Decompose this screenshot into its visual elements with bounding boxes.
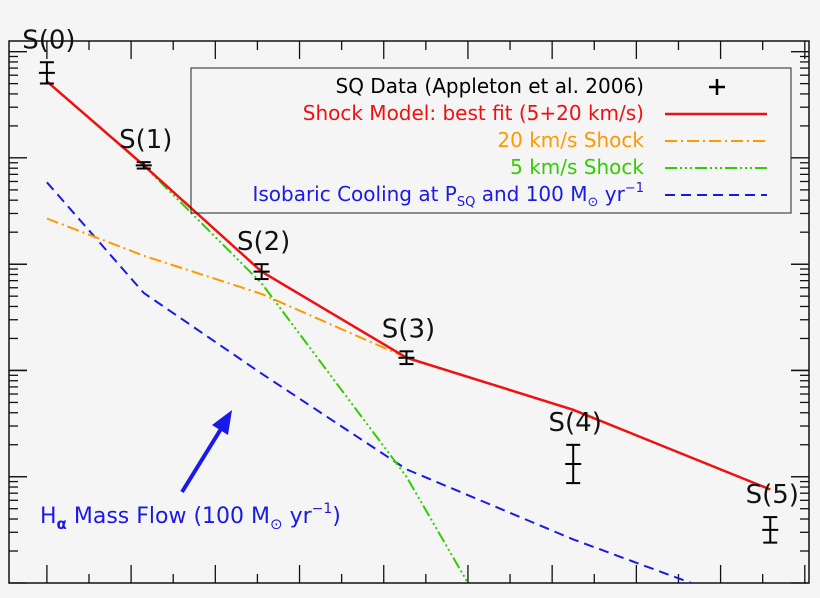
annotation-arrow-shaft xyxy=(180,422,226,494)
state-labels: S(0) S(1) S(2) S(3) S(4) S(5) xyxy=(22,25,799,510)
state-label: S(2) xyxy=(237,227,290,257)
state-label: S(1) xyxy=(119,125,172,155)
legend-marker-data xyxy=(709,79,725,95)
legend-label-best-fit: Shock Model: best fit (5+20 km/s) xyxy=(303,101,644,125)
plot-frame xyxy=(8,40,810,584)
legend-box xyxy=(190,67,792,214)
state-label: S(5) xyxy=(746,480,799,510)
data-point xyxy=(38,61,55,85)
legend-label-isobaric: Isobaric Cooling at PSQ and 100 M⊙ yr−1 xyxy=(252,181,644,210)
data-point xyxy=(762,516,779,544)
legend: SQ Data (Appleton et al. 2006) Shock Mod… xyxy=(190,67,792,214)
series-layer xyxy=(46,80,771,584)
series-line-shock20 xyxy=(46,217,771,491)
data-point xyxy=(253,263,270,281)
state-label: S(3) xyxy=(382,314,435,344)
axis-ticks xyxy=(9,41,809,584)
legend-label-data: SQ Data (Appleton et al. 2006) xyxy=(336,74,645,98)
data-point xyxy=(135,161,152,170)
legend-label-5kms: 5 km/s Shock xyxy=(510,155,644,179)
annotation-label: Hα Mass Flow (100 M⊙ yr−1) xyxy=(40,501,341,533)
series-line-isobaric xyxy=(46,181,692,584)
data-point xyxy=(398,350,415,366)
legend-label-20kms: 20 km/s Shock xyxy=(497,128,644,152)
data-point xyxy=(565,443,582,485)
mass-flow-annotation: Hα Mass Flow (100 M⊙ yr−1) xyxy=(40,410,341,533)
data-points xyxy=(38,61,779,544)
annotation-arrow-head xyxy=(212,410,232,435)
state-label: S(0) xyxy=(22,25,75,55)
series-line-best-fit xyxy=(46,80,771,491)
state-label: S(4) xyxy=(549,408,602,438)
